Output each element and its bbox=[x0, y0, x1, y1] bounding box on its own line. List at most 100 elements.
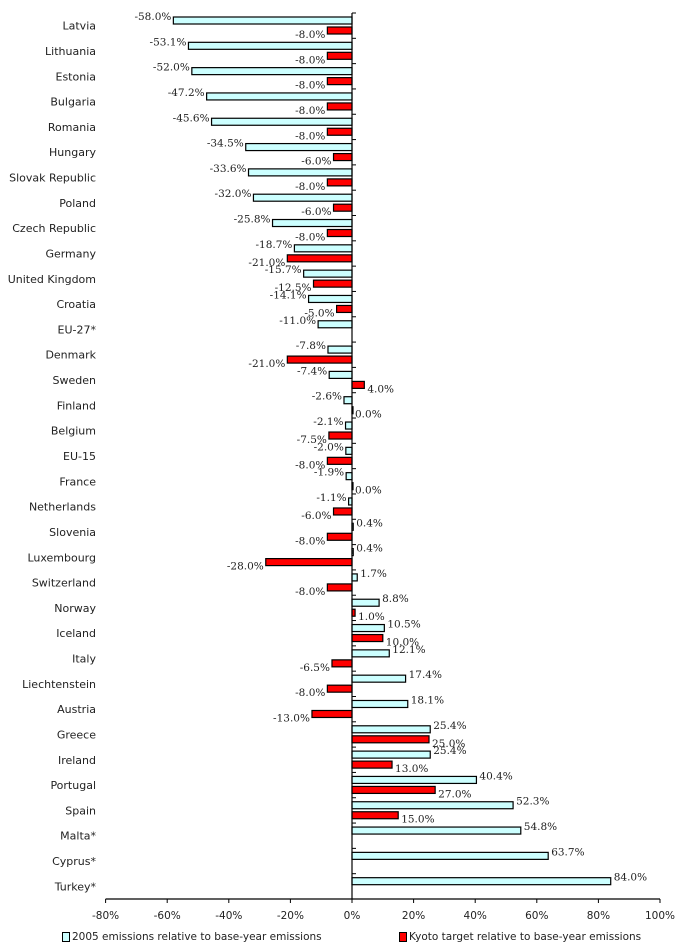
value-label-kyoto-switzerland: -8.0% bbox=[295, 586, 325, 598]
value-label-kyoto-latvia: -8.0% bbox=[295, 29, 325, 41]
bar-chart: -58.0%-8.0%-53.1%-8.0%-52.0%-8.0%-47.2%-… bbox=[8, 11, 675, 922]
value-label-2005-sweden: -7.4% bbox=[297, 365, 327, 377]
bar-2005-finland bbox=[343, 396, 353, 405]
bar-kyoto-hungary bbox=[332, 152, 353, 162]
bar-2005-cyprus bbox=[351, 851, 549, 860]
bar-kyoto-greece bbox=[351, 735, 430, 744]
bar-2005-hungary bbox=[245, 142, 353, 152]
legend-item-kyoto-target: Kyoto target relative to base-year emiss… bbox=[399, 931, 641, 943]
bar-kyoto-austria bbox=[311, 709, 353, 719]
category-label-croatia: Croatia bbox=[56, 298, 96, 311]
bar-2005-malta bbox=[351, 826, 522, 835]
value-label-kyoto-iceland: 10.0% bbox=[386, 637, 419, 649]
bar-kyoto-eu-15 bbox=[326, 456, 353, 465]
value-label-kyoto-lithuania: -8.0% bbox=[295, 54, 325, 66]
bar-2005-switzerland bbox=[351, 573, 358, 582]
bar-2005-ireland bbox=[351, 750, 431, 759]
legend-label-kyoto-target: Kyoto target relative to base-year emiss… bbox=[409, 931, 642, 943]
value-label-2005-spain: 52.3% bbox=[516, 796, 549, 808]
x-tick-label: 80% bbox=[587, 910, 610, 922]
bar-2005-slovak-republic bbox=[247, 168, 353, 177]
value-label-2005-norway: 8.8% bbox=[382, 593, 409, 605]
bar-kyoto-denmark bbox=[286, 355, 353, 364]
bar-2005-belgium bbox=[344, 421, 353, 430]
category-label-ireland: Ireland bbox=[58, 754, 96, 767]
category-label-iceland: Iceland bbox=[56, 627, 96, 640]
category-label-cyprus: Cyprus* bbox=[52, 855, 96, 868]
x-tick-label: -80% bbox=[92, 910, 119, 922]
bar-2005-romania bbox=[210, 117, 353, 126]
value-label-2005-liechtenstein: 17.4% bbox=[409, 669, 442, 681]
category-label-denmark: Denmark bbox=[45, 349, 96, 362]
value-label-2005-hungary: -34.5% bbox=[207, 138, 244, 150]
legend-swatch-2005-emissions bbox=[62, 932, 70, 942]
value-label-2005-malta: 54.8% bbox=[524, 821, 557, 833]
bar-kyoto-portugal bbox=[351, 785, 436, 795]
bar-kyoto-czech-republic bbox=[326, 228, 353, 238]
category-label-greece: Greece bbox=[57, 728, 96, 741]
value-label-kyoto-spain: 15.0% bbox=[401, 814, 434, 826]
bar-2005-estonia bbox=[191, 67, 353, 76]
bar-kyoto-poland bbox=[332, 203, 353, 212]
value-label-kyoto-romania: -8.0% bbox=[295, 130, 325, 142]
value-label-2005-cyprus: 63.7% bbox=[551, 846, 584, 858]
bar-kyoto-sweden bbox=[351, 380, 365, 389]
value-label-kyoto-croatia: -5.0% bbox=[304, 307, 334, 319]
value-label-2005-luxembourg: 0.4% bbox=[356, 543, 383, 555]
x-tick-label: 20% bbox=[402, 910, 425, 922]
value-label-2005-croatia: -14.1% bbox=[270, 289, 307, 301]
value-label-2005-france: -1.9% bbox=[314, 467, 344, 479]
value-label-2005-switzerland: 1.7% bbox=[360, 568, 387, 580]
value-label-2005-turkey: 84.0% bbox=[614, 872, 647, 884]
category-label-eu-15: EU-15 bbox=[63, 450, 96, 463]
value-label-2005-italy: 12.1% bbox=[392, 644, 425, 656]
category-label-austria: Austria bbox=[57, 703, 96, 716]
value-label-2005-netherlands: -1.1% bbox=[316, 492, 346, 504]
value-label-2005-germany: -18.7% bbox=[255, 239, 292, 251]
value-label-2005-ireland: 25.4% bbox=[433, 745, 466, 757]
bar-kyoto-slovenia bbox=[326, 532, 353, 541]
value-label-kyoto-liechtenstein: -8.0% bbox=[295, 687, 325, 699]
bar-2005-germany bbox=[293, 244, 353, 253]
category-label-turkey: Turkey* bbox=[54, 880, 97, 893]
bars-group bbox=[172, 16, 612, 886]
category-label-eu-27: EU-27* bbox=[58, 323, 97, 336]
category-label-luxembourg: Luxembourg bbox=[27, 551, 96, 564]
category-labels-group: Latvia Lithuania Estonia Bulgaria Romania Hun… bbox=[8, 20, 97, 894]
category-label-switzerland: Switzerland bbox=[32, 577, 96, 590]
x-tick-label: 0% bbox=[344, 910, 361, 922]
value-label-kyoto-belgium: -7.5% bbox=[297, 434, 327, 446]
value-label-2005-eu-27: -11.0% bbox=[279, 315, 316, 327]
bar-2005-bulgaria bbox=[206, 92, 353, 101]
bar-kyoto-bulgaria bbox=[326, 102, 353, 111]
bar-kyoto-ireland bbox=[351, 760, 393, 769]
bar-2005-lithuania bbox=[187, 41, 353, 50]
value-label-2005-slovenia: 0.4% bbox=[356, 517, 383, 529]
bar-2005-sweden bbox=[328, 370, 353, 379]
value-label-kyoto-netherlands: -6.0% bbox=[301, 510, 331, 522]
value-label-kyoto-ireland: 13.0% bbox=[395, 763, 428, 775]
bar-kyoto-liechtenstein bbox=[326, 684, 353, 693]
value-label-kyoto-slovak-republic: -8.0% bbox=[295, 181, 325, 193]
category-label-poland: Poland bbox=[59, 197, 96, 210]
category-label-romania: Romania bbox=[48, 121, 96, 134]
value-label-kyoto-eu-15: -8.0% bbox=[295, 459, 325, 471]
bar-2005-iceland bbox=[351, 623, 385, 633]
value-label-2005-portugal: 40.4% bbox=[479, 770, 512, 782]
x-tick-label: -60% bbox=[154, 910, 181, 922]
value-label-kyoto-czech-republic: -8.0% bbox=[295, 232, 325, 244]
bar-2005-croatia bbox=[307, 294, 353, 304]
value-labels-group: -58.0% -8.0% -53.1% -8.0% -52.0% -8.0% -47.2% -… bbox=[134, 11, 647, 884]
bar-2005-norway bbox=[351, 598, 380, 607]
bar-kyoto-netherlands bbox=[332, 507, 353, 516]
value-label-2005-greece: 25.4% bbox=[433, 720, 466, 732]
category-label-spain: Spain bbox=[65, 804, 96, 817]
legend-label-2005-emissions: 2005 emissions relative to base-year emi… bbox=[72, 931, 322, 943]
value-label-kyoto-sweden: 4.0% bbox=[367, 383, 394, 395]
value-label-2005-slovak-republic: -33.6% bbox=[210, 163, 247, 175]
bar-2005-italy bbox=[351, 649, 390, 658]
bar-kyoto-switzerland bbox=[326, 583, 353, 592]
category-label-estonia: Estonia bbox=[56, 70, 97, 83]
bar-2005-czech-republic bbox=[271, 218, 353, 228]
legend-item-2005-emissions: 2005 emissions relative to base-year emi… bbox=[62, 931, 322, 943]
